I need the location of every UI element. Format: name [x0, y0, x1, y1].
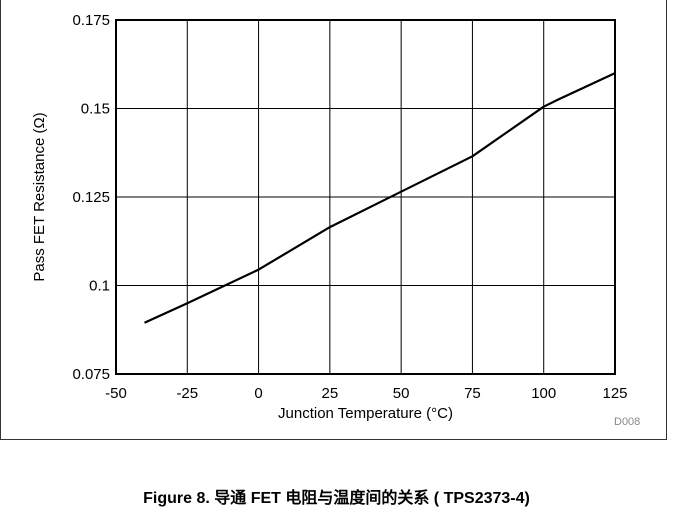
y-tick-label: 0.125 [72, 189, 110, 206]
plot-area [115, 19, 616, 375]
x-tick-label: 0 [254, 385, 262, 402]
y-tick-label: 0.1 [89, 278, 110, 295]
x-tick-label: -25 [176, 385, 198, 402]
y-axis-title: Pass FET Resistance (Ω) [31, 112, 48, 281]
figure-caption: Figure 8. 导通 FET 电阻与温度间的关系 ( TPS2373-4) [143, 490, 530, 507]
y-axis-ticks: 0.075 0.1 0.125 0.15 0.175 [72, 12, 110, 383]
x-axis-title: Junction Temperature (°C) [278, 405, 453, 422]
chart-plot: -50 -25 0 25 50 75 100 125 0.075 0.1 0.125 0.15 0.1… [31, 12, 628, 422]
x-tick-label: 100 [531, 385, 556, 402]
grid-lines [115, 19, 616, 375]
series-layer [144, 72, 616, 324]
y-tick-label: 0.075 [72, 366, 110, 383]
y-tick-label: 0.15 [81, 101, 110, 118]
x-axis-ticks: -50 -25 0 25 50 75 100 125 [105, 385, 627, 402]
y-tick-label: 0.175 [72, 12, 110, 29]
x-tick-label: 75 [464, 385, 481, 402]
x-tick-label: 50 [393, 385, 410, 402]
x-tick-label: 125 [602, 385, 627, 402]
x-tick-label: -50 [105, 385, 127, 402]
series-line [144, 72, 616, 324]
x-tick-label: 25 [322, 385, 339, 402]
figure-code: D008 [614, 416, 641, 428]
figure-frame [0, 0, 667, 440]
